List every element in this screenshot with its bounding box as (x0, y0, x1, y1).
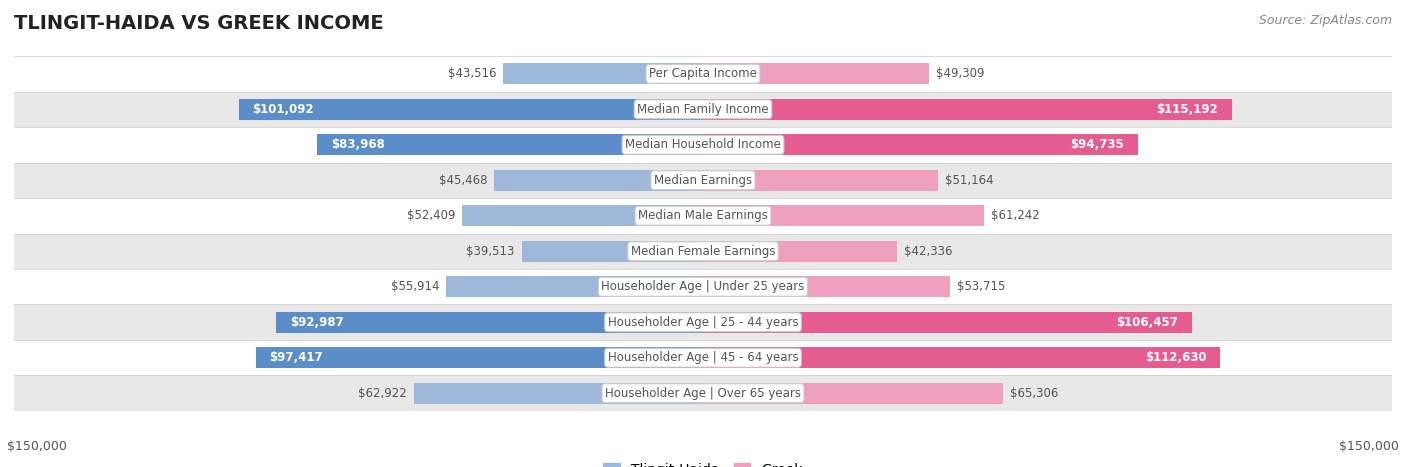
Bar (14, 269, 1392, 304)
Text: Per Capita Income: Per Capita Income (650, 67, 756, 80)
Text: Householder Age | 25 - 44 years: Householder Age | 25 - 44 years (607, 316, 799, 329)
Text: $97,417: $97,417 (270, 351, 323, 364)
Bar (14, 340, 1392, 375)
Text: Median Female Earnings: Median Female Earnings (631, 245, 775, 258)
Bar (14, 304, 1392, 340)
Text: Source: ZipAtlas.com: Source: ZipAtlas.com (1258, 14, 1392, 27)
Bar (494, 170, 703, 191)
Bar (703, 347, 1220, 368)
Bar (239, 99, 703, 120)
Bar (318, 134, 703, 156)
Bar (14, 127, 1392, 163)
Text: Householder Age | 45 - 64 years: Householder Age | 45 - 64 years (607, 351, 799, 364)
Text: $112,630: $112,630 (1144, 351, 1206, 364)
Bar (522, 241, 703, 262)
Bar (14, 234, 1392, 269)
Text: $45,468: $45,468 (439, 174, 488, 187)
Text: $101,092: $101,092 (253, 103, 314, 116)
Text: Median Male Earnings: Median Male Earnings (638, 209, 768, 222)
Text: Householder Age | Over 65 years: Householder Age | Over 65 years (605, 387, 801, 400)
Bar (14, 56, 1392, 92)
Bar (413, 382, 703, 404)
Bar (14, 92, 1392, 127)
Bar (703, 170, 938, 191)
Legend: Tlingit-Haida, Greek: Tlingit-Haida, Greek (598, 457, 808, 467)
Text: $62,922: $62,922 (359, 387, 408, 400)
Text: $115,192: $115,192 (1157, 103, 1218, 116)
Text: $39,513: $39,513 (467, 245, 515, 258)
Bar (463, 205, 703, 226)
Text: $49,309: $49,309 (936, 67, 984, 80)
Text: $53,715: $53,715 (956, 280, 1005, 293)
Text: $42,336: $42,336 (904, 245, 953, 258)
Text: $92,987: $92,987 (290, 316, 343, 329)
Bar (14, 375, 1392, 411)
Bar (703, 311, 1192, 333)
Bar (703, 276, 949, 297)
Bar (703, 134, 1137, 156)
Text: $83,968: $83,968 (332, 138, 385, 151)
Text: $61,242: $61,242 (991, 209, 1040, 222)
Text: Median Household Income: Median Household Income (626, 138, 780, 151)
Text: $52,409: $52,409 (406, 209, 456, 222)
Bar (703, 382, 1002, 404)
Text: Householder Age | Under 25 years: Householder Age | Under 25 years (602, 280, 804, 293)
Bar (14, 163, 1392, 198)
Text: Median Family Income: Median Family Income (637, 103, 769, 116)
Text: $106,457: $106,457 (1116, 316, 1178, 329)
Bar (703, 205, 984, 226)
Text: $150,000: $150,000 (1339, 440, 1399, 453)
Bar (503, 63, 703, 85)
Bar (14, 198, 1392, 234)
Bar (703, 99, 1232, 120)
Bar (446, 276, 703, 297)
Bar (703, 241, 897, 262)
Text: $51,164: $51,164 (945, 174, 994, 187)
Text: $55,914: $55,914 (391, 280, 439, 293)
Text: Median Earnings: Median Earnings (654, 174, 752, 187)
Text: $94,735: $94,735 (1070, 138, 1125, 151)
Text: $43,516: $43,516 (447, 67, 496, 80)
Bar (256, 347, 703, 368)
Text: TLINGIT-HAIDA VS GREEK INCOME: TLINGIT-HAIDA VS GREEK INCOME (14, 14, 384, 33)
Text: $150,000: $150,000 (7, 440, 67, 453)
Bar (703, 63, 929, 85)
Bar (276, 311, 703, 333)
Text: $65,306: $65,306 (1010, 387, 1059, 400)
